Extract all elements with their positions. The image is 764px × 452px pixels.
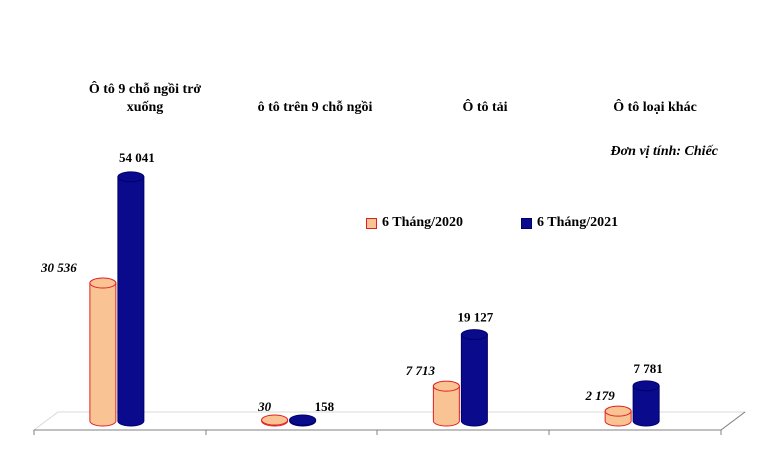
- value-label-1-1: 158: [315, 399, 335, 414]
- bar-3-1: [632, 380, 660, 427]
- chart-value-labels: 30 536 54 041 30 158 7 713 19 127 2 179 7 781: [40, 150, 663, 414]
- bar-3-0: [604, 405, 632, 427]
- legend-label-2021: 6 Tháng/2021: [537, 215, 619, 230]
- legend-item-2020: 6 Tháng/2020: [366, 215, 463, 231]
- legend: 6 Tháng/2020 6 Tháng/2021: [366, 215, 618, 231]
- category-label-1: ô tô trên 9 chỗ ngồi: [257, 100, 373, 115]
- bar-0-1: [117, 171, 145, 427]
- category-label-3: Ô tô loại khác: [613, 100, 697, 115]
- legend-item-2021: 6 Tháng/2021: [521, 215, 618, 231]
- value-label-1-0: 30: [257, 399, 272, 414]
- category-label-2: Ô tô tải: [462, 100, 508, 115]
- legend-swatch-2020: [366, 217, 377, 229]
- bar-2-0: [432, 380, 460, 427]
- category-label-0: Ô tô 9 chỗ ngồi trở xuống: [88, 82, 202, 115]
- chart-floor: [32, 411, 747, 435]
- bar-1-0: [261, 414, 289, 427]
- chart-bars: [89, 171, 660, 427]
- unit-note: Đơn vị tính: Chiếc: [610, 144, 718, 159]
- bar-0-0: [89, 277, 117, 427]
- value-label-3-0: 2 179: [585, 388, 616, 403]
- bar-2-1: [460, 329, 488, 427]
- value-label-2-0: 7 713: [406, 363, 436, 378]
- bar-1-1: [289, 414, 317, 427]
- legend-swatch-2021: [521, 217, 533, 229]
- value-label-2-1: 19 127: [458, 310, 494, 325]
- value-label-0-0: 30 536: [40, 260, 77, 275]
- value-label-0-1: 54 041: [119, 150, 155, 165]
- value-label-3-1: 7 781: [634, 361, 663, 376]
- legend-label-2020: 6 Tháng/2020: [382, 215, 464, 230]
